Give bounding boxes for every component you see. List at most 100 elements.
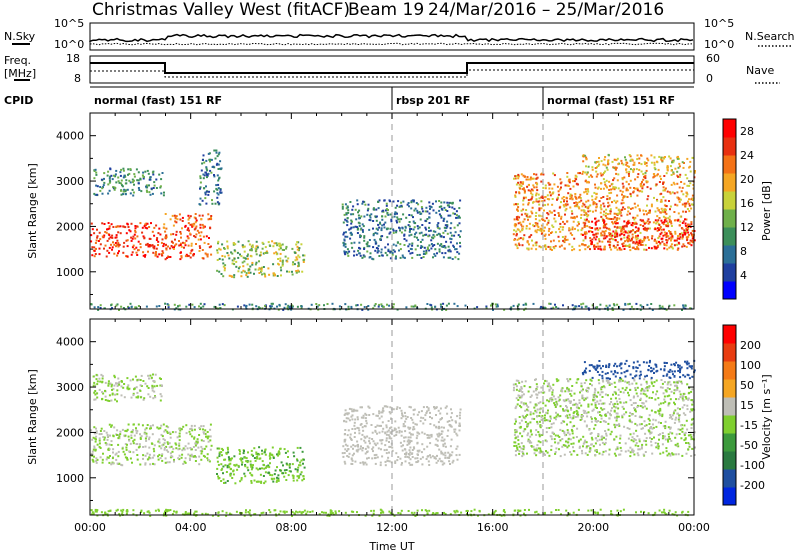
range-cell [385, 461, 387, 463]
range-cell [210, 246, 212, 248]
range-cell [457, 217, 459, 219]
range-cell [632, 207, 634, 209]
range-cell [190, 224, 192, 226]
range-cell [421, 206, 423, 208]
range-cell [416, 442, 418, 444]
range-cell [208, 237, 210, 239]
range-cell [109, 247, 111, 249]
range-cell [170, 455, 172, 457]
range-cell [247, 451, 249, 453]
range-cell [150, 194, 152, 196]
range-cell [207, 437, 209, 439]
range-cell [348, 429, 350, 431]
range-cell [220, 480, 222, 482]
range-cell [620, 215, 622, 217]
range-cell [557, 186, 559, 188]
range-cell [92, 460, 94, 462]
range-cell [387, 431, 389, 433]
range-cell [188, 245, 190, 247]
range-cell [663, 247, 665, 249]
range-cell [224, 269, 226, 271]
range-cell [658, 209, 660, 211]
range-cell [181, 227, 183, 229]
range-cell [615, 187, 617, 189]
range-cell [388, 420, 390, 422]
range-cell [140, 246, 142, 248]
range-cell [621, 202, 623, 204]
range-cell [521, 214, 523, 216]
range-cell [453, 235, 455, 237]
range-cell [614, 403, 616, 405]
range-cell [107, 175, 109, 177]
range-cell [680, 199, 682, 201]
range-cell [133, 180, 135, 182]
range-cell [303, 261, 305, 263]
range-cell [215, 158, 217, 160]
range-cell [119, 244, 121, 246]
range-cell [216, 152, 218, 154]
range-cell [628, 236, 630, 238]
colorbar-swatch [723, 191, 736, 210]
range-cell [418, 451, 420, 453]
range-cell [602, 396, 604, 398]
range-cell [120, 464, 122, 466]
range-cell [450, 227, 452, 229]
range-cell [403, 423, 405, 425]
range-cell [660, 178, 662, 180]
range-cell [237, 257, 239, 259]
range-cell [595, 404, 597, 406]
colorbar-swatch [723, 245, 736, 264]
range-cell [413, 306, 415, 308]
range-cell [126, 430, 128, 432]
range-cell [301, 471, 303, 473]
range-cell [651, 410, 653, 412]
range-cell [281, 461, 283, 463]
range-cell [191, 435, 193, 437]
range-cell [174, 215, 176, 217]
range-cell [676, 183, 678, 185]
range-cell [153, 450, 155, 452]
range-cell [436, 462, 438, 464]
range-cell [437, 460, 439, 462]
freq-unit: [MHz] [4, 67, 36, 80]
range-cell [404, 449, 406, 451]
range-cell [611, 221, 613, 223]
range-cell [101, 391, 103, 393]
range-cell [603, 238, 605, 240]
range-cell [607, 411, 609, 413]
range-cell [515, 418, 517, 420]
range-cell [649, 414, 651, 416]
range-cell [113, 375, 115, 377]
range-cell [286, 271, 288, 273]
range-cell [187, 454, 189, 456]
range-cell [538, 209, 540, 211]
range-cell [117, 378, 119, 380]
range-cell [278, 480, 280, 482]
range-cell [261, 270, 263, 272]
range-cell [376, 233, 378, 235]
range-cell [597, 173, 599, 175]
range-cell [554, 304, 556, 306]
range-cell [454, 227, 456, 229]
range-cell [554, 441, 556, 443]
range-cell [444, 230, 446, 232]
range-cell [158, 253, 160, 255]
range-cell [242, 244, 244, 246]
range-cell [456, 454, 458, 456]
range-cell [452, 460, 454, 462]
range-cell [125, 447, 127, 449]
range-cell [416, 237, 418, 239]
range-cell [401, 232, 403, 234]
range-cell [116, 393, 118, 395]
range-cell [114, 187, 116, 189]
range-cell [109, 455, 111, 457]
range-cell [655, 426, 657, 428]
range-cell [110, 426, 112, 428]
range-cell [192, 255, 194, 257]
range-cell [230, 458, 232, 460]
range-cell [251, 468, 253, 470]
range-cell [679, 176, 681, 178]
range-cell [99, 442, 101, 444]
range-cell [627, 223, 629, 225]
range-cell [676, 244, 678, 246]
